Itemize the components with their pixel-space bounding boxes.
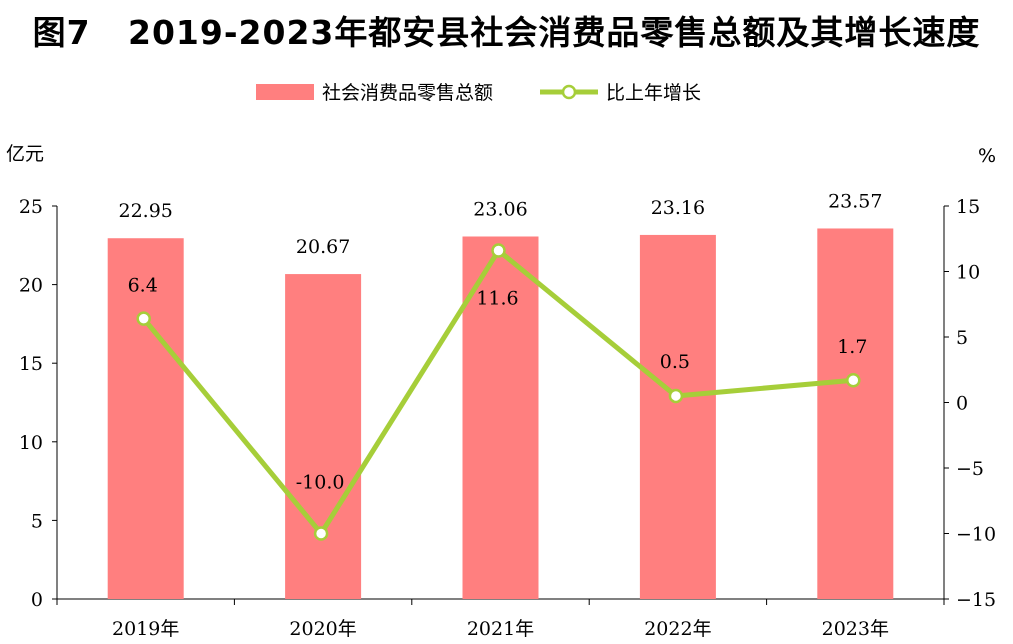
right-tick-label: −15 bbox=[956, 589, 996, 611]
line-point bbox=[846, 372, 861, 388]
right-tick-label: −5 bbox=[956, 458, 984, 480]
line-data-label: 0.5 bbox=[660, 351, 690, 373]
left-axis-unit: 亿元 bbox=[6, 143, 44, 165]
right-tick-label: 15 bbox=[956, 196, 980, 218]
right-tick-label: 5 bbox=[956, 327, 968, 349]
line-point bbox=[313, 526, 329, 541]
legend-swatch-bar bbox=[256, 84, 314, 100]
bar bbox=[639, 234, 716, 599]
legend: 社会消费品零售总额 比上年增长 bbox=[256, 82, 701, 104]
line-data-label: 11.6 bbox=[476, 288, 518, 310]
bar bbox=[107, 238, 184, 599]
right-axis-unit: % bbox=[978, 145, 996, 167]
bar-data-label: 22.95 bbox=[118, 200, 172, 222]
x-tick-label: 2019年 bbox=[112, 618, 179, 640]
line-point bbox=[491, 243, 506, 258]
left-tick-label: 15 bbox=[19, 353, 43, 375]
bar-data-label: 23.16 bbox=[651, 197, 705, 219]
line-data-label: 6.4 bbox=[128, 275, 158, 297]
right-tick-label: −10 bbox=[956, 524, 996, 546]
chart-title: 图7 2019-2023年都安县社会消费品零售总额及其增长速度 bbox=[32, 13, 981, 52]
plot-area: 0 5 10 15 20 25 −15 −10 −5 0 5 10 15 2019年 2020年 2021年 2… bbox=[19, 190, 996, 640]
left-tick-label: 20 bbox=[19, 275, 43, 297]
right-tick-label: 0 bbox=[956, 393, 968, 415]
left-tick-label: 5 bbox=[31, 510, 43, 532]
bar bbox=[285, 274, 362, 599]
bar-data-label: 23.57 bbox=[828, 190, 882, 212]
x-tick-label: 2023年 bbox=[822, 618, 889, 640]
right-tick-label: 10 bbox=[956, 262, 980, 284]
bar bbox=[462, 236, 539, 599]
legend-label-line: 比上年增长 bbox=[606, 82, 701, 104]
bar bbox=[817, 228, 894, 599]
x-tick-label: 2021年 bbox=[467, 618, 534, 640]
left-tick-label: 25 bbox=[19, 196, 43, 218]
bar-data-label: 23.06 bbox=[473, 198, 527, 220]
x-tick-label: 2020年 bbox=[289, 618, 356, 640]
legend-label-bar: 社会消费品零售总额 bbox=[322, 82, 493, 104]
left-tick-label: 0 bbox=[31, 589, 43, 611]
left-tick-label: 10 bbox=[19, 432, 43, 454]
line-data-label: 1.7 bbox=[837, 336, 867, 358]
line-point bbox=[136, 311, 151, 326]
x-tick-label: 2022年 bbox=[644, 618, 711, 640]
legend-swatch-marker bbox=[561, 84, 577, 100]
line-point bbox=[668, 388, 684, 404]
line-data-label: -10.0 bbox=[296, 472, 345, 494]
bar-data-label: 20.67 bbox=[296, 236, 350, 258]
